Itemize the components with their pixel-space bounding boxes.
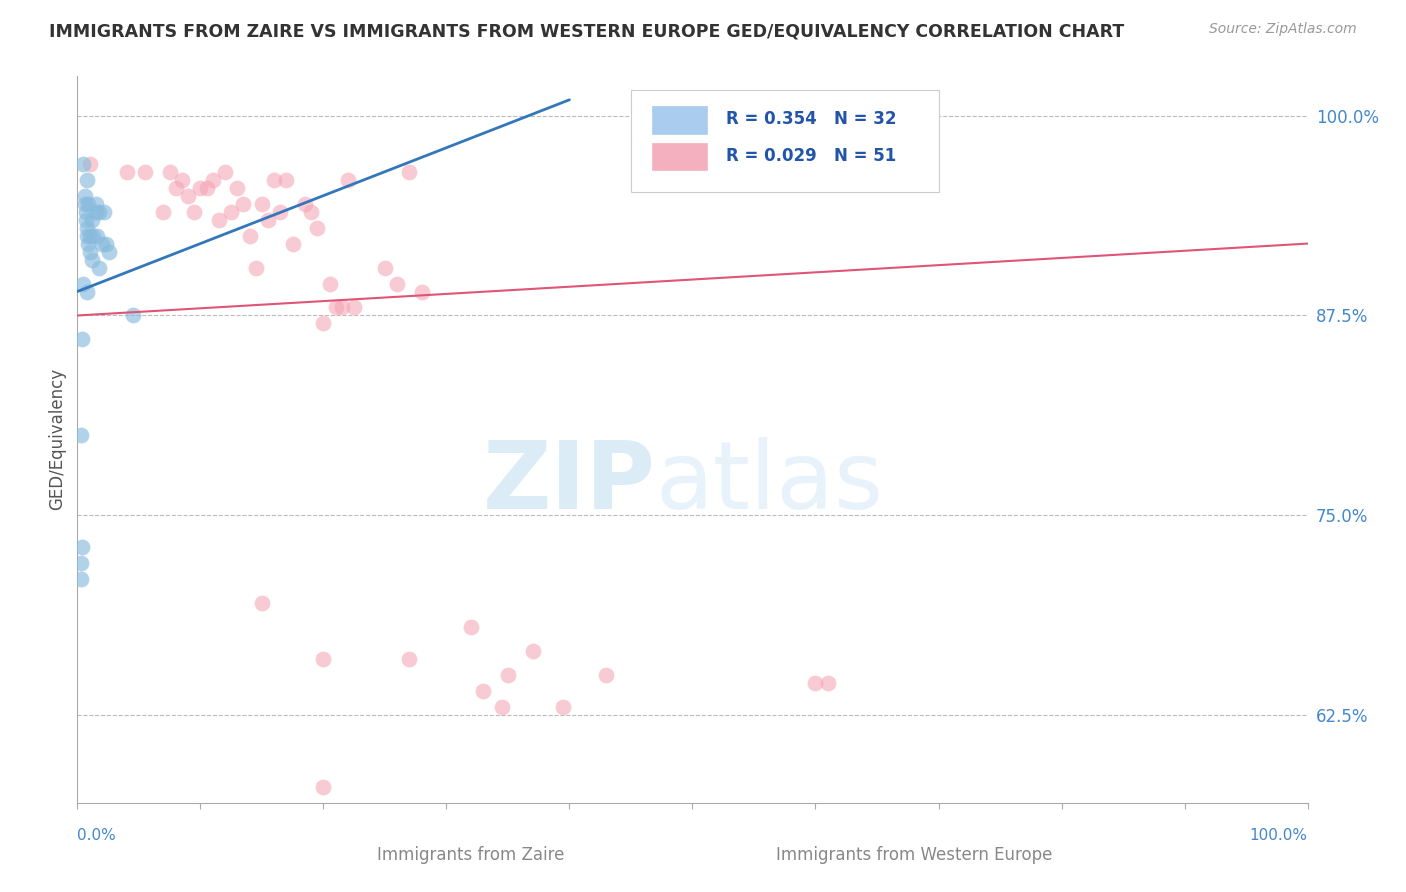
Text: 0.0%: 0.0%: [77, 829, 117, 843]
Point: [165, 180, 187, 194]
Text: R = 0.354   N = 32: R = 0.354 N = 32: [725, 111, 896, 128]
Point: [460, 620, 482, 634]
Point: [299, 204, 322, 219]
Point: [70, 428, 93, 442]
Text: R = 0.029   N = 51: R = 0.029 N = 51: [725, 147, 896, 165]
Point: [385, 277, 409, 291]
Point: [159, 164, 181, 178]
Point: [522, 644, 544, 658]
Point: [152, 204, 174, 219]
Point: [73, 188, 96, 202]
Point: [73, 196, 96, 211]
Point: [183, 204, 205, 219]
Text: 100.0%: 100.0%: [1250, 829, 1308, 843]
Point: [84, 204, 107, 219]
Point: [76, 220, 98, 235]
Point: [89, 204, 111, 219]
Point: [330, 301, 353, 315]
FancyBboxPatch shape: [652, 143, 707, 170]
Point: [82, 228, 104, 243]
Point: [82, 252, 104, 267]
FancyBboxPatch shape: [631, 90, 939, 192]
Point: [472, 684, 495, 698]
Point: [89, 260, 111, 275]
Point: [269, 204, 291, 219]
Point: [226, 180, 249, 194]
Point: [170, 172, 193, 186]
Point: [318, 277, 340, 291]
Point: [195, 180, 218, 194]
Point: [93, 204, 115, 219]
Point: [257, 212, 280, 227]
Point: [77, 196, 100, 211]
Point: [177, 188, 200, 202]
Point: [214, 164, 236, 178]
Point: [72, 157, 94, 171]
FancyBboxPatch shape: [652, 106, 707, 134]
Point: [263, 172, 285, 186]
Text: ZIP: ZIP: [482, 437, 655, 529]
Point: [312, 780, 335, 794]
Point: [250, 196, 273, 211]
Point: [208, 212, 231, 227]
Point: [75, 204, 97, 219]
Point: [337, 172, 360, 186]
Point: [70, 572, 93, 586]
Point: [79, 244, 101, 259]
Point: [76, 285, 98, 299]
Point: [307, 220, 329, 235]
Point: [79, 228, 101, 243]
Point: [76, 172, 98, 186]
Point: [219, 204, 242, 219]
Point: [70, 556, 93, 570]
Text: IMMIGRANTS FROM ZAIRE VS IMMIGRANTS FROM WESTERN EUROPE GED/EQUIVALENCY CORRELAT: IMMIGRANTS FROM ZAIRE VS IMMIGRANTS FROM…: [49, 22, 1125, 40]
Point: [121, 309, 143, 323]
Point: [98, 244, 121, 259]
Point: [72, 277, 94, 291]
Text: atlas: atlas: [655, 437, 884, 529]
Point: [281, 236, 304, 251]
Point: [496, 668, 519, 682]
Point: [70, 333, 93, 347]
Point: [84, 196, 107, 211]
Point: [553, 700, 575, 714]
Point: [595, 668, 617, 682]
Point: [82, 212, 104, 227]
Point: [491, 700, 513, 714]
Point: [804, 676, 827, 690]
Point: [232, 196, 254, 211]
Point: [76, 228, 98, 243]
Point: [239, 228, 262, 243]
Point: [398, 164, 420, 178]
Point: [398, 652, 420, 666]
Point: [817, 676, 839, 690]
Point: [77, 236, 100, 251]
Point: [115, 164, 138, 178]
Point: [294, 196, 316, 211]
Point: [250, 596, 273, 610]
Text: Immigrants from Zaire: Immigrants from Zaire: [377, 847, 565, 864]
Point: [276, 172, 298, 186]
Point: [312, 652, 335, 666]
Point: [325, 301, 347, 315]
Point: [343, 301, 366, 315]
Y-axis label: GED/Equivalency: GED/Equivalency: [48, 368, 66, 510]
Text: Source: ZipAtlas.com: Source: ZipAtlas.com: [1209, 22, 1357, 37]
Point: [312, 317, 335, 331]
Point: [201, 172, 224, 186]
Point: [188, 180, 212, 194]
Point: [374, 260, 396, 275]
Point: [134, 164, 156, 178]
Point: [411, 285, 433, 299]
Point: [86, 228, 108, 243]
Point: [245, 260, 267, 275]
Point: [75, 212, 97, 227]
Point: [90, 236, 114, 251]
Point: [79, 157, 101, 171]
Text: Immigrants from Western Europe: Immigrants from Western Europe: [776, 847, 1052, 864]
Point: [70, 540, 93, 554]
Point: [94, 236, 117, 251]
